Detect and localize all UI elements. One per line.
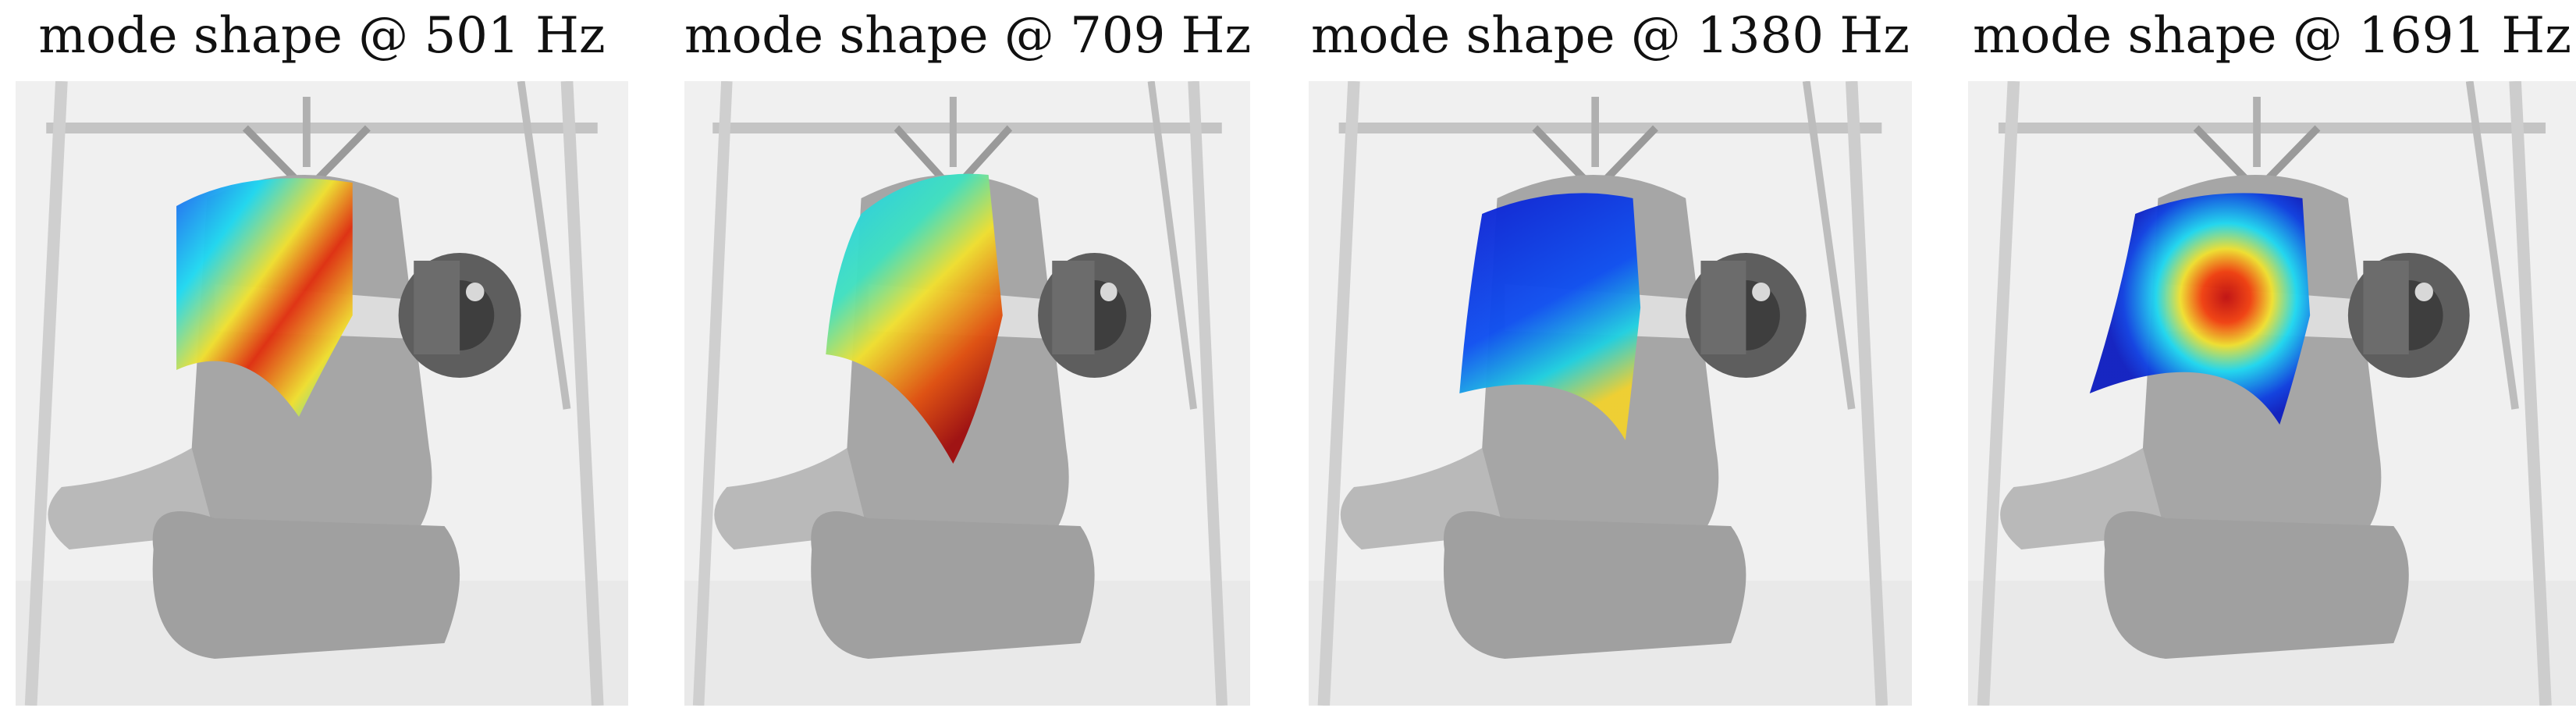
- mode-shape-image: [16, 81, 628, 706]
- panel-title: mode shape @ 1380 Hz: [1311, 7, 1910, 65]
- panel-title: mode shape @ 1691 Hz: [1973, 7, 2571, 65]
- mode-shape-image: [1309, 81, 1912, 706]
- mode-shape-image: [684, 81, 1250, 706]
- mode-shape-image: [1968, 81, 2576, 706]
- panel-title: mode shape @ 501 Hz: [38, 7, 606, 65]
- panel-title: mode shape @ 709 Hz: [684, 7, 1252, 65]
